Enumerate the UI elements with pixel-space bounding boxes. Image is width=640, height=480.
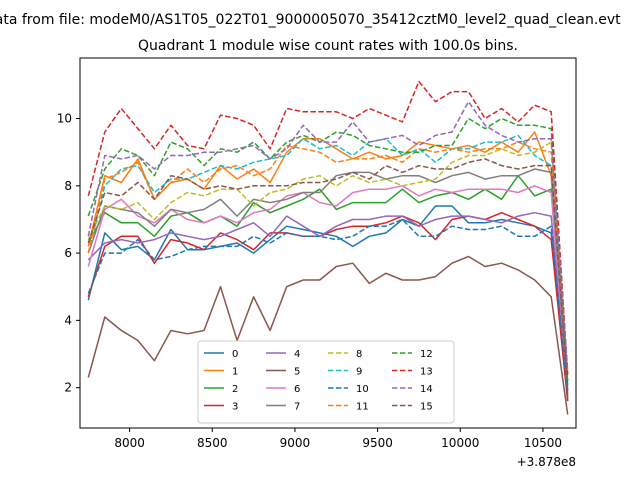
series-line-10 [87,218,569,395]
legend-item: 6 [266,384,300,395]
legend-item: 15 [392,402,433,413]
x-offset-label: +3.878e8 [517,455,576,469]
legend-item: 9 [328,367,362,378]
y-tick-label: 2 [64,381,72,395]
legend-item: 13 [392,367,433,378]
series-line-1 [87,131,569,395]
series-line-15 [87,158,569,388]
series-line-8 [87,141,569,385]
legend-label: 7 [294,402,300,413]
series-line-4 [87,211,569,392]
legend-item: 8 [328,349,362,360]
x-tick-label: 8000 [114,436,145,450]
legend-item: 10 [328,384,369,395]
y-tick-label: 10 [57,112,72,126]
y-tick-label: 6 [64,246,72,260]
series-line-12 [87,117,569,381]
y-axis: 2 4 6 8 10 [57,112,80,395]
legend-label: 11 [356,402,369,413]
x-tick-label: 9500 [362,436,393,450]
legend-label: 9 [356,367,362,378]
legend-item: 1 [204,367,238,378]
series-line-9 [87,134,569,381]
legend-item: 11 [328,402,369,413]
legend-label: 5 [294,367,300,378]
x-tick-label: 10500 [524,436,562,450]
legend-label: 3 [232,402,238,413]
legend-label: 0 [232,349,238,360]
file-label: Data from file: modeM0/AS1T05_022T01_900… [0,12,621,28]
series-line-14 [87,100,569,371]
legend-item: 7 [266,402,300,413]
legend-label: 13 [420,367,433,378]
legend-label: 2 [232,384,238,395]
series-line-7 [87,168,569,392]
series-line-13 [87,80,569,375]
legend-item: 2 [204,384,238,395]
series-line-3 [87,211,569,402]
legend-item: 4 [266,349,300,360]
legend-frame [197,340,455,424]
legend-item: 14 [392,384,433,395]
legend-label: 15 [420,402,433,413]
legend-label: 10 [356,384,369,395]
legend-item: 0 [204,349,238,360]
legend-label: 14 [420,384,433,395]
legend-label: 6 [294,384,300,395]
x-tick-label: 8500 [197,436,228,450]
x-axis: 8000 8500 9000 9500 10000 10500 [114,428,562,450]
chart-title: Quadrant 1 module wise count rates with … [138,38,518,54]
legend-label: 1 [232,367,238,378]
legend-label: 4 [294,349,300,360]
legend-label: 8 [356,349,362,360]
x-tick-label: 9000 [280,436,311,450]
y-tick-label: 8 [64,179,72,193]
series-line-11 [87,141,569,378]
legend-label: 12 [420,349,433,360]
legend-item: 5 [266,367,300,378]
x-tick-label: 10000 [441,436,479,450]
y-tick-label: 4 [64,313,72,327]
series-group [87,80,569,415]
legend-item: 12 [392,349,433,360]
series-line-2 [87,174,569,398]
legend-item: 3 [204,402,238,413]
series-line-5 [87,255,569,415]
